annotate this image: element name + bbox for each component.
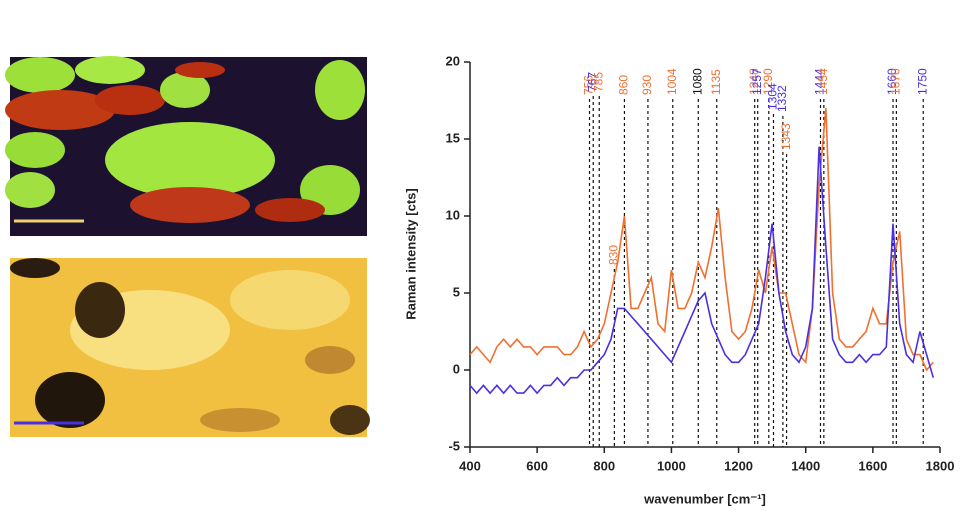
x-tick-label: 1800 xyxy=(926,458,955,473)
x-axis-label: wavenumber [cm⁻¹] xyxy=(643,491,766,506)
y-tick-label: 5 xyxy=(453,284,460,299)
y-tick-label: 10 xyxy=(446,207,460,222)
peak-label: 1248 xyxy=(747,68,761,95)
peak-label: 1454 xyxy=(816,68,830,95)
peak-label: 1304 xyxy=(766,83,780,110)
y-tick-label: -5 xyxy=(448,438,460,453)
y-axis-label: Raman intensity [cts] xyxy=(403,188,418,319)
y-tick-label: 20 xyxy=(446,53,460,68)
peak-label: 1004 xyxy=(665,68,679,95)
peak-label: 1444 xyxy=(813,68,827,95)
x-tick-label: 1200 xyxy=(724,458,753,473)
peak-label: 1135 xyxy=(709,69,723,95)
peak-label: 756 xyxy=(582,75,596,95)
peak-label: 1343 xyxy=(779,123,793,150)
peak-label: 785 xyxy=(591,72,605,92)
spectrum-line xyxy=(469,108,934,372)
peak-label: 1290 xyxy=(761,68,775,95)
spectrum-line xyxy=(469,146,935,395)
map-image-bottom xyxy=(10,258,370,437)
x-tick-label: 1000 xyxy=(657,458,686,473)
y-tick-label: 15 xyxy=(446,130,460,145)
x-tick-label: 1600 xyxy=(858,458,887,473)
peak-label: 1080 xyxy=(690,68,704,95)
x-tick-label: 1400 xyxy=(791,458,820,473)
x-tick-label: 800 xyxy=(593,458,615,473)
peak-label: 860 xyxy=(617,75,631,95)
peak-label: 767 xyxy=(585,72,599,92)
peak-label: 830 xyxy=(607,245,621,265)
peak-label: 1257 xyxy=(750,68,764,95)
peak-label: 1670 xyxy=(889,68,903,95)
peak-label: 930 xyxy=(640,75,654,95)
x-tick-label: 400 xyxy=(459,458,481,473)
peak-label: 1332 xyxy=(775,85,789,112)
peak-label: 1750 xyxy=(915,68,929,95)
x-tick-label: 600 xyxy=(526,458,548,473)
y-tick-label: 0 xyxy=(453,361,460,376)
peak-label: 1660 xyxy=(885,68,899,95)
map-image-top xyxy=(5,56,367,236)
